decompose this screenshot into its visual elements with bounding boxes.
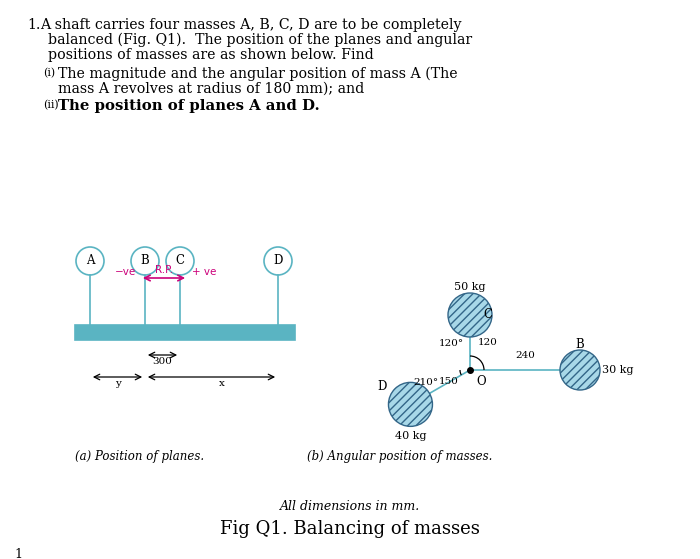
Text: A: A	[85, 254, 94, 268]
Text: R.P.: R.P.	[155, 265, 173, 275]
Text: All dimensions in mm.: All dimensions in mm.	[280, 500, 420, 513]
Text: x: x	[218, 379, 225, 388]
Text: 40 kg: 40 kg	[395, 432, 426, 442]
Circle shape	[448, 293, 492, 337]
Text: + ve: + ve	[192, 267, 216, 277]
Text: 1: 1	[14, 548, 22, 559]
Text: 210°: 210°	[413, 378, 438, 387]
Text: A shaft carries four masses A, B, C, D are to be completely: A shaft carries four masses A, B, C, D a…	[40, 18, 461, 32]
Text: y: y	[115, 379, 120, 388]
Text: 300: 300	[153, 357, 172, 366]
Text: (ii): (ii)	[43, 100, 59, 110]
Text: Fig Q1. Balancing of masses: Fig Q1. Balancing of masses	[220, 520, 480, 538]
Text: (i): (i)	[43, 68, 55, 78]
Text: −ve: −ve	[115, 267, 136, 277]
Text: mass A revolves at radius of 180 mm); and: mass A revolves at radius of 180 mm); an…	[58, 82, 364, 96]
Text: D: D	[273, 254, 283, 268]
Text: B: B	[575, 338, 584, 350]
Text: balanced (Fig. Q1).  The position of the planes and angular: balanced (Fig. Q1). The position of the …	[48, 33, 472, 48]
Text: 30 kg: 30 kg	[602, 365, 634, 375]
Text: D: D	[378, 380, 387, 393]
Circle shape	[560, 350, 600, 390]
Text: 150: 150	[438, 377, 458, 386]
Text: 50 kg: 50 kg	[454, 282, 486, 292]
Text: 120: 120	[478, 338, 498, 347]
Text: C: C	[176, 254, 185, 268]
Text: 240: 240	[515, 351, 535, 360]
Text: 120°: 120°	[439, 339, 464, 348]
Text: The magnitude and the angular position of mass A (The: The magnitude and the angular position o…	[58, 67, 458, 82]
Text: B: B	[141, 254, 149, 268]
Text: The position of planes A and D.: The position of planes A and D.	[58, 99, 320, 113]
Text: (b) Angular position of masses.: (b) Angular position of masses.	[307, 450, 493, 463]
Text: 1.: 1.	[27, 18, 41, 32]
Text: C: C	[484, 309, 493, 321]
Text: (a) Position of planes.: (a) Position of planes.	[75, 450, 204, 463]
Text: positions of masses are as shown below. Find: positions of masses are as shown below. …	[48, 48, 374, 62]
Text: O: O	[476, 375, 486, 388]
Bar	[75, 325, 295, 340]
Circle shape	[389, 382, 433, 427]
